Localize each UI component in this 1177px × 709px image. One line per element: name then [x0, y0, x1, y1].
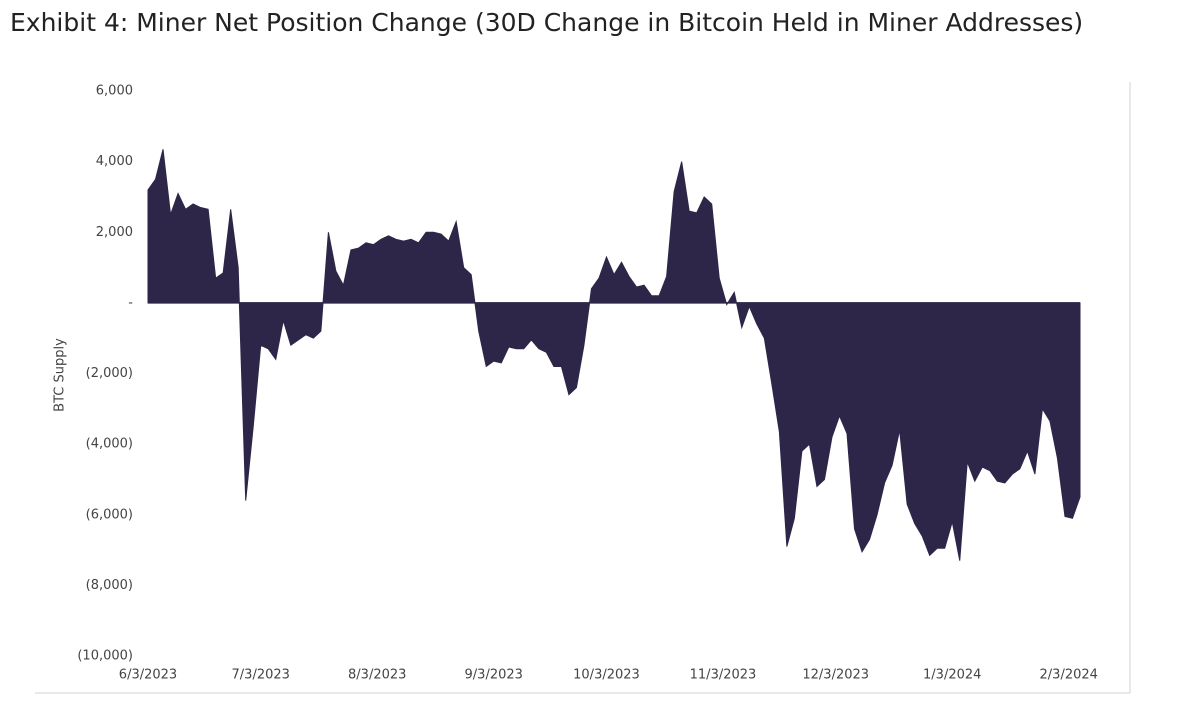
x-tick-label: 9/3/2023: [465, 668, 523, 683]
x-tick-label: 12/3/2023: [802, 668, 869, 683]
y-tick-label: 4,000: [96, 154, 133, 169]
x-tick-label: 7/3/2023: [232, 668, 290, 683]
y-tick-label: (6,000): [86, 507, 133, 522]
y-tick-label: (4,000): [86, 437, 133, 452]
y-tick-label: 2,000: [96, 225, 133, 240]
y-tick-label: 6,000: [96, 84, 133, 99]
y-tick-label: (8,000): [86, 578, 133, 593]
x-tick-label: 10/3/2023: [573, 668, 640, 683]
y-tick-label: (10,000): [77, 649, 133, 664]
x-tick-label: 11/3/2023: [690, 668, 757, 683]
y-tick-label: (2,000): [86, 366, 133, 381]
chart-title: Exhibit 4: Miner Net Position Change (30…: [10, 8, 1083, 37]
area: [147, 149, 1081, 561]
y-axis-label: BTC Supply: [53, 338, 68, 412]
x-tick-label: 6/3/2023: [119, 668, 177, 683]
y-tick-label: -: [128, 295, 133, 310]
x-tick-label: 8/3/2023: [348, 668, 406, 683]
x-tick-label: 2/3/2024: [1040, 668, 1098, 683]
x-tick-label: 1/3/2024: [923, 668, 981, 683]
